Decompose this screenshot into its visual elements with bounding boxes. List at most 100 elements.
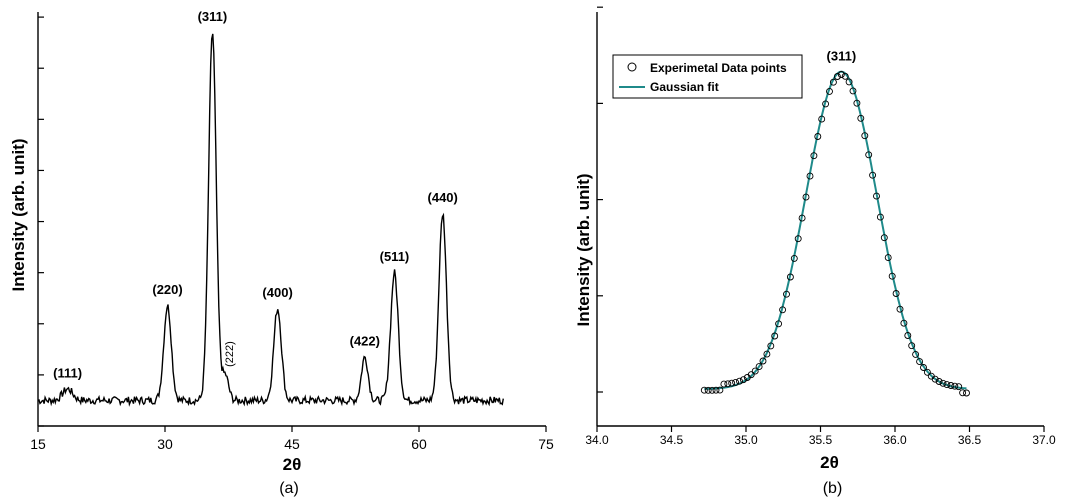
panel-b-data-point <box>888 272 896 280</box>
panel-a-x-tick-label: 45 <box>284 436 300 452</box>
panel-b-data-point <box>916 358 924 366</box>
panel-b-data-point <box>833 73 841 80</box>
panel-b-data-point <box>861 132 869 140</box>
panel-b-data-point <box>829 78 837 86</box>
panel-b-data-point <box>720 380 728 388</box>
panel-b-data-point <box>716 386 724 394</box>
panel-b-data-point <box>873 192 880 200</box>
panel-b-data-point <box>700 386 708 394</box>
panel-a-peak-label: (220) <box>152 282 182 297</box>
panel-b-data-point <box>794 235 802 243</box>
panel-a: 15 30 45 60 75 (111) (220) (311) (222) (400) (422… <box>9 9 554 497</box>
panel-b-x-tick-label: 37.0 <box>1032 433 1056 447</box>
panel-a-ticks: 15 30 45 60 75 <box>30 16 554 452</box>
panel-a-x-axis-title: 2θ <box>283 455 302 474</box>
legend-entry-gaussian-fit: Gaussian fit <box>650 80 719 94</box>
panel-a-peak-label: (511) <box>380 249 410 264</box>
panel-b-data-point <box>849 87 857 95</box>
panel-b-data-point <box>818 115 826 123</box>
panel-b: 34.0 34.5 35.0 35.5 36.0 36.5 37.0 (311) Exper… <box>574 6 1056 497</box>
panel-b-data-point <box>908 342 916 350</box>
panel-b-data-point <box>771 332 779 340</box>
panel-b-data-point <box>955 383 963 391</box>
panel-b-data-point <box>931 375 939 383</box>
panel-b-data-point <box>806 172 814 180</box>
panel-b-data-point <box>912 350 920 358</box>
panel-b-data-point <box>810 152 818 160</box>
panel-b-data-point <box>751 367 759 375</box>
panel-b-data-point <box>724 380 732 388</box>
panel-a-series-line <box>37 33 504 407</box>
panel-b-data-point <box>880 234 888 242</box>
panel-b-data-point <box>736 377 743 385</box>
panel-b-data-point <box>884 254 892 262</box>
panel-a-peak-labels: (111) (220) (311) (222) (400) (422) (511) (440) <box>53 9 458 380</box>
panel-b-data-point <box>923 368 931 376</box>
panel-b-data-point <box>802 193 810 201</box>
panel-b-data-point <box>822 100 830 108</box>
panel-b-ticks: 34.0 34.5 35.0 35.5 36.0 36.5 37.0 <box>585 6 1056 447</box>
panel-b-legend: Experimetal Data points Gaussian fit <box>612 54 803 99</box>
panel-b-data-point <box>728 379 736 387</box>
panel-b-data-point <box>775 320 783 328</box>
panel-b-x-tick-label: 36.0 <box>883 433 907 447</box>
panel-b-x-tick-label: 35.5 <box>809 433 833 447</box>
panel-b-data-point <box>814 133 822 140</box>
panel-b-data-point <box>704 386 712 394</box>
legend-marker-circle <box>627 62 637 72</box>
panel-b-data-point <box>826 87 833 95</box>
panel-a-peak-label: (422) <box>350 333 380 348</box>
panel-b-data-point <box>759 357 767 365</box>
panel-b-data-point <box>857 114 865 122</box>
panel-b-data-point <box>712 386 720 394</box>
panel-b-data-point <box>892 290 900 297</box>
panel-b-data-point <box>779 306 787 314</box>
legend-box <box>612 54 803 99</box>
panel-a-peak-label: (222) <box>224 341 236 367</box>
panel-b-data-point <box>959 389 967 397</box>
panel-b-data-point <box>845 78 853 86</box>
panel-b-data-point <box>747 371 755 379</box>
panel-b-data-point <box>786 273 794 281</box>
panel-b-data-point <box>783 290 790 298</box>
panel-a-label: (a) <box>279 480 299 497</box>
panel-a-peak-label: (311) <box>198 9 228 24</box>
panel-b-data-point <box>837 71 845 78</box>
panel-b-data-point <box>708 386 716 394</box>
panel-b-x-tick-label: 34.5 <box>660 433 684 447</box>
panel-b-data-point <box>767 342 775 350</box>
panel-a-peak-label: (111) <box>53 365 82 380</box>
panel-b-gaussian-fit-line <box>704 70 967 390</box>
panel-a-axes <box>37 12 546 427</box>
panel-b-data-point <box>739 376 747 384</box>
panel-a-x-tick-label: 30 <box>157 436 173 452</box>
panel-b-data-point <box>939 379 947 387</box>
panel-b-data-point <box>876 213 884 221</box>
panel-b-data-point <box>869 171 877 179</box>
panel-b-data-point <box>963 389 970 397</box>
panel-b-data-point <box>900 319 908 327</box>
panel-a-x-tick-label: 60 <box>411 436 427 452</box>
panel-b-data-point <box>904 332 912 339</box>
panel-a-peak-label: (400) <box>262 285 292 300</box>
panel-b-x-tick-label: 35.0 <box>734 433 758 447</box>
panel-a-x-tick-label: 75 <box>538 436 554 452</box>
panel-b-data-point <box>951 382 959 390</box>
panel-b-data-point <box>947 382 955 389</box>
panel-b-x-tick-label: 36.5 <box>958 433 982 447</box>
panel-a-y-axis-title: Intensity (arb. unit) <box>9 139 28 292</box>
panel-b-x-axis-title: 2θ <box>820 453 839 472</box>
panel-a-peak-label: (440) <box>428 190 458 205</box>
panel-b-y-axis-title: Intensity (arb. unit) <box>574 174 593 327</box>
panel-b-data-point <box>790 254 798 262</box>
panel-b-data-points <box>700 71 970 397</box>
panel-b-data-point <box>853 99 861 107</box>
panel-b-label: (b) <box>823 480 843 497</box>
panel-a-x-tick-label: 15 <box>30 436 46 452</box>
panel-b-data-point <box>732 378 740 386</box>
legend-entry-data-points: Experimetal Data points <box>650 61 787 75</box>
panel-b-data-point <box>798 214 806 222</box>
panel-b-data-point <box>920 364 927 371</box>
panel-b-data-point <box>935 378 943 385</box>
